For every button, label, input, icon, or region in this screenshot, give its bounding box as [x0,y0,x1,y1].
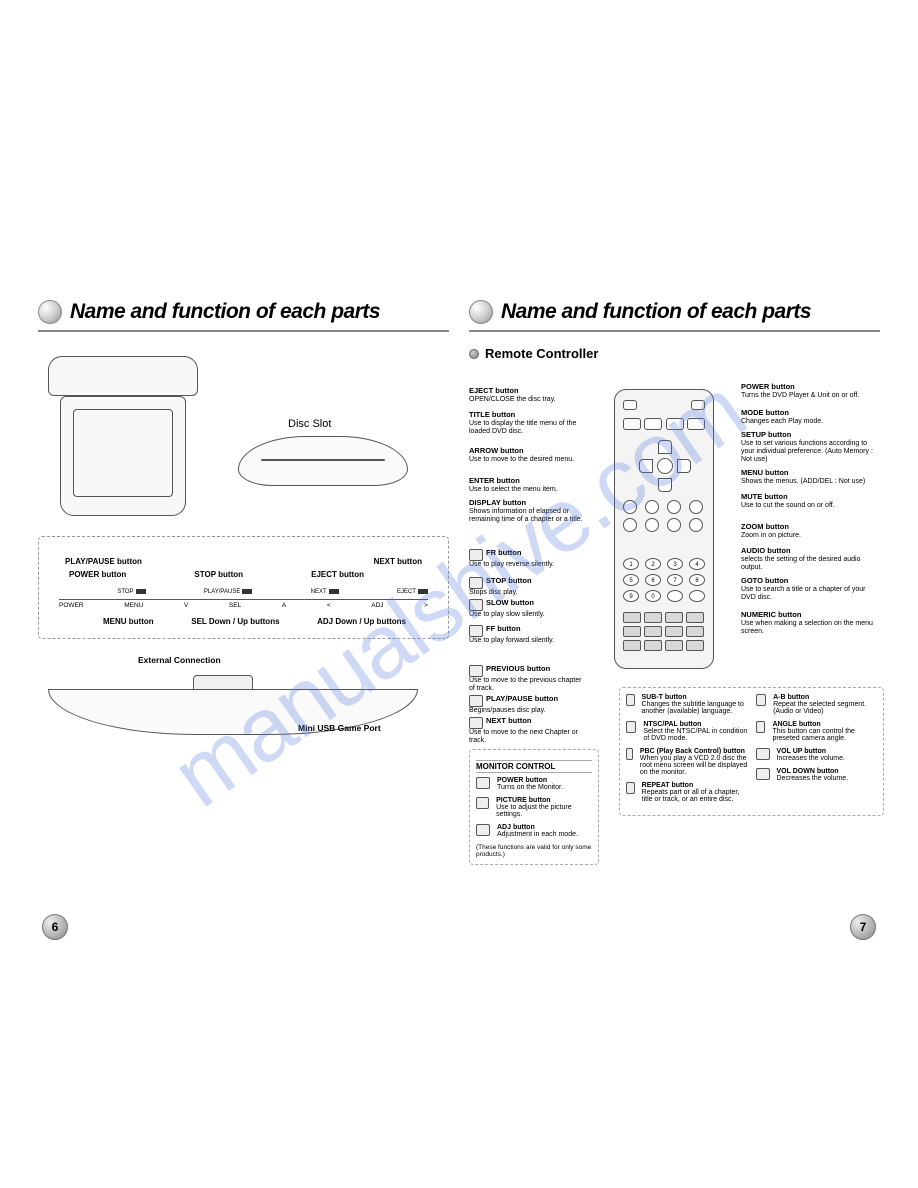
button-icon [469,549,483,561]
device-diagram: Disc Slot [38,346,449,536]
button-icon [469,665,483,677]
callout: PLAY/PAUSE buttonBegins/pauses disc play… [469,695,589,715]
monitor-control-group: MONITOR CONTROL POWER buttonTurns on the… [469,749,599,865]
remote-subtitle: Remote Controller [485,346,598,361]
right-header: Name and function of each parts [469,300,880,324]
label: NEXT button [374,557,422,566]
callout: AUDIO buttonselects the setting of the d… [741,547,881,572]
button-icon [626,721,636,733]
panel-strip: STOP PLAY/PAUSE NEXT EJECT [59,589,428,595]
callout: SETUP buttonUse to set various functions… [741,431,881,464]
ext-label: External Connection [138,655,221,665]
divider [38,330,449,332]
button-icon [626,694,635,706]
panel-labels: POWER MENU V SEL A < ADJ > [59,602,428,609]
remote-illustration: 1234 5678 90 [614,389,714,669]
button-icon [469,717,483,729]
group-title: MONITOR CONTROL [476,760,592,773]
button-icon [626,748,633,760]
bottom-button-group: SUB-T buttonChanges the subtitle languag… [619,687,884,816]
label: PLAY/PAUSE button [65,557,142,566]
button-icon [469,625,483,637]
callout: ARROW buttonUse to move to the desired m… [469,447,589,464]
disc-slot-illustration [238,436,408,486]
bullet-icon [469,300,493,324]
button-icon [469,599,483,611]
page-number-right: 7 [850,914,876,940]
button-icon [469,695,483,707]
button-icon [476,777,490,789]
callout: MUTE buttonUse to cut the sound on or of… [741,493,881,510]
callout: TITLE buttonUse to display the title men… [469,411,589,436]
player-illustration [48,356,198,526]
button-icon [469,577,483,589]
bullet-icon [38,300,62,324]
sub-bullet-icon [469,349,479,359]
right-page: Name and function of each parts Remote C… [469,300,880,909]
button-icon [476,824,490,836]
remote-subheader: Remote Controller [469,346,880,361]
callout: MODE buttonChanges each Play mode. [741,409,881,426]
button-icon [756,721,766,733]
callout: PREVIOUS buttonUse to move to the previo… [469,665,589,693]
callout: NEXT buttonUse to move to the next Chapt… [469,717,589,745]
button-icon [476,797,489,809]
label: MENU button [103,617,154,626]
label: STOP button [194,570,243,579]
callout: ZOOM buttonZoom in on picture. [741,523,881,540]
divider [469,330,880,332]
callout: STOP buttonStops disc play. [469,577,589,597]
manual-spread: Name and function of each parts Disc Slo… [38,300,880,909]
page-number-left: 6 [42,914,68,940]
button-icon [626,782,635,794]
note: (These functions are valid for only some… [476,844,592,858]
callout: GOTO buttonUse to search a title or a ch… [741,577,881,602]
button-icon [756,748,770,760]
external-connection-diagram: External Connection Mini USB Game Port [38,655,449,775]
left-page: Name and function of each parts Disc Slo… [38,300,449,909]
button-icon [756,694,767,706]
left-header: Name and function of each parts [38,300,449,324]
right-title: Name and function of each parts [501,300,811,324]
disc-slot-label: Disc Slot [288,418,331,430]
left-title: Name and function of each parts [70,300,380,324]
remote-diagram: 1234 5678 90 EJECT buttonOPEN/CLOSE the … [469,369,880,909]
callout: NUMERIC buttonUse when making a selectio… [741,611,881,636]
callout: ENTER buttonUse to select the menu item. [469,477,589,494]
callout: POWER buttonTurns the DVD Player & Unit … [741,383,881,400]
callout: DISPLAY buttonShows information of elaps… [469,499,589,524]
callout: FF buttonUse to play forward silently. [469,625,589,645]
callout: EJECT buttonOPEN/CLOSE the disc tray. [469,387,589,404]
label: EJECT button [311,570,364,579]
label: ADJ Down / Up buttons [317,617,406,626]
callout: FR buttonUse to play reverse silently. [469,549,589,569]
label: POWER button [69,570,126,579]
callout: SLOW buttonUse to play slow silently. [469,599,589,619]
button-panel-diagram: PLAY/PAUSE button NEXT button POWER butt… [38,536,449,639]
usb-label: Mini USB Game Port [298,723,381,733]
label: SEL Down / Up buttons [191,617,279,626]
callout: MENU buttonShows the menus. (ADD/DEL : N… [741,469,881,486]
button-icon [756,768,770,780]
